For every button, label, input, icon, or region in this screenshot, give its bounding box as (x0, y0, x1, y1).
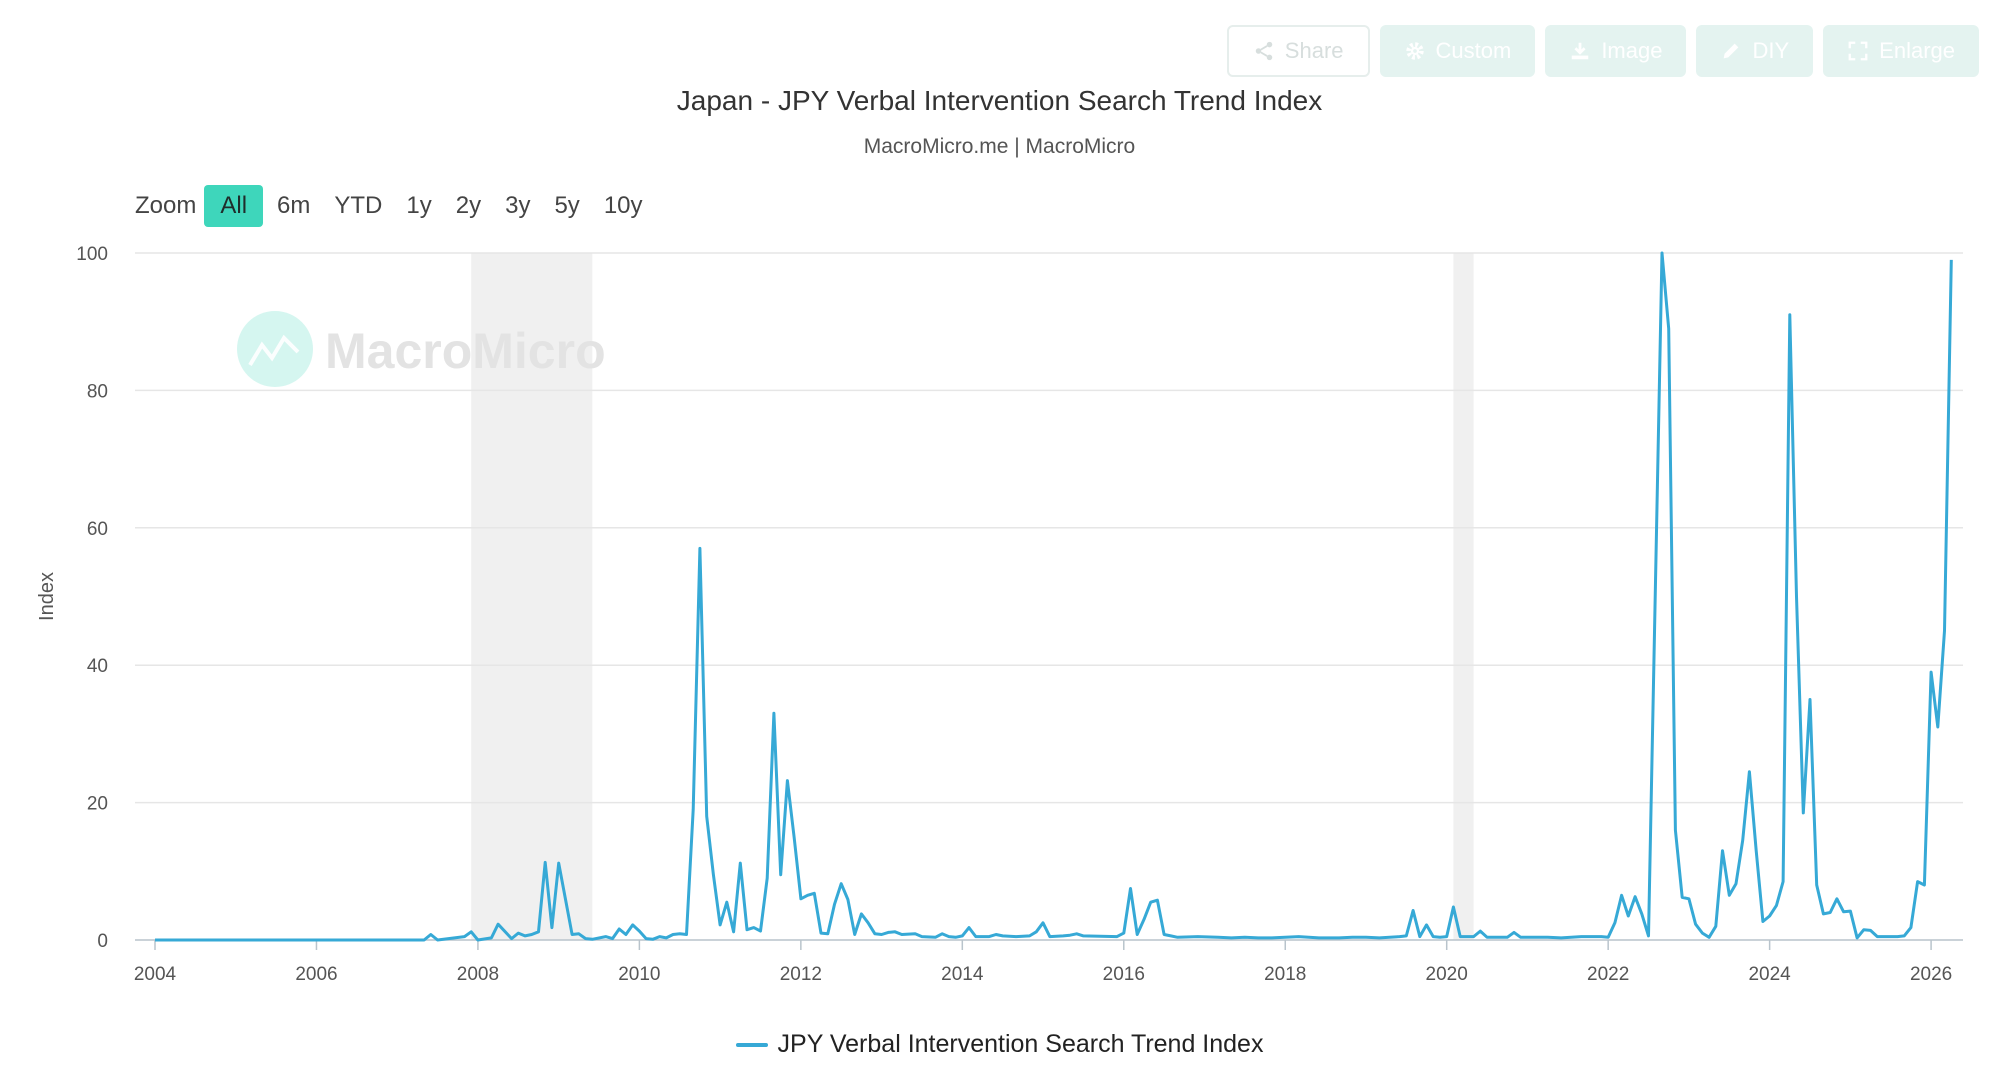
gear-icon (1405, 42, 1424, 60)
series-line-jpy-index[interactable] (155, 251, 1953, 942)
shaded-period-1 (1453, 253, 1474, 940)
y-tick-label: 100 (76, 244, 108, 265)
x-tick-label: 2014 (941, 964, 984, 985)
zoom-3y-button[interactable]: 3y (505, 192, 531, 219)
watermark-logo-icon (237, 311, 313, 387)
x-tick-label: 2024 (1748, 964, 1791, 985)
x-tick-label: 2004 (134, 964, 177, 985)
zoom-selector: Zoom All 6m YTD 1y 2y 3y 5y 10y (135, 185, 657, 227)
legend-label: JPY Verbal Intervention Search Trend Ind… (777, 1030, 1264, 1058)
zoom-5y-button[interactable]: 5y (554, 192, 580, 219)
custom-button[interactable]: Custom (1379, 25, 1536, 77)
y-tick-label: 60 (87, 519, 108, 540)
chart-legend[interactable]: JPY Verbal Intervention Search Trend Ind… (0, 1030, 1999, 1059)
y-axis-title: Index (36, 572, 58, 621)
chart-toolbar: Share Custom Image DIY Enlarge (1226, 25, 1979, 77)
x-tick-label: 2020 (1426, 964, 1468, 985)
image-button[interactable]: Image (1545, 25, 1687, 77)
expand-icon (1848, 41, 1868, 61)
download-icon (1572, 42, 1589, 60)
diy-label: DIY (1752, 38, 1790, 63)
share-button[interactable]: Share (1226, 25, 1370, 77)
y-axis-ticks: 0 20 40 60 80 100 (76, 244, 108, 952)
zoom-1y-button[interactable]: 1y (406, 192, 432, 219)
x-tick-label: 2016 (1103, 964, 1145, 985)
y-tick-label: 80 (87, 381, 108, 402)
pencil-icon (1724, 43, 1739, 59)
watermark-text: MacroMicro (325, 323, 606, 379)
x-axis-ticks: 2004 2006 2008 2010 2012 2014 2016 2018 2020 2022… (134, 940, 1952, 985)
x-tick-label: 2012 (780, 964, 822, 985)
x-tick-label: 2026 (1910, 964, 1952, 985)
x-tick-label: 2010 (618, 964, 660, 985)
enlarge-button[interactable]: Enlarge (1823, 25, 1979, 77)
share-label: Share (1284, 38, 1344, 63)
zoom-all-button[interactable]: All (204, 185, 264, 227)
watermark: MacroMicro (237, 311, 606, 387)
image-label: Image (1601, 38, 1663, 63)
chart-title: Japan - JPY Verbal Intervention Search T… (676, 85, 1323, 116)
x-tick-label: 2006 (295, 964, 337, 985)
x-tick-label: 2018 (1264, 964, 1306, 985)
zoom-ytd-button[interactable]: YTD (334, 192, 383, 219)
legend-swatch (735, 1042, 768, 1047)
y-tick-label: 0 (97, 931, 108, 952)
y-tick-label: 40 (87, 656, 108, 677)
chart-subtitle: MacroMicro.me | MacroMicro (863, 135, 1136, 158)
zoom-6m-button[interactable]: 6m (277, 192, 311, 219)
zoom-2y-button[interactable]: 2y (455, 192, 482, 219)
shaded-period-0 (471, 253, 593, 940)
zoom-label: Zoom (135, 192, 197, 219)
y-tick-label: 20 (87, 794, 108, 815)
x-tick-label: 2008 (457, 964, 499, 985)
line-chart[interactable]: MacroMicro 0 20 40 60 80 100 2004 2006 2008 2010… (0, 0, 1999, 1020)
x-tick-label: 2022 (1587, 964, 1629, 985)
enlarge-label: Enlarge (1879, 38, 1955, 63)
diy-button[interactable]: DIY (1696, 25, 1814, 77)
shaded-periods (471, 253, 1474, 940)
custom-label: Custom (1435, 38, 1512, 63)
share-icon (1255, 41, 1273, 61)
zoom-10y-button[interactable]: 10y (603, 192, 643, 219)
